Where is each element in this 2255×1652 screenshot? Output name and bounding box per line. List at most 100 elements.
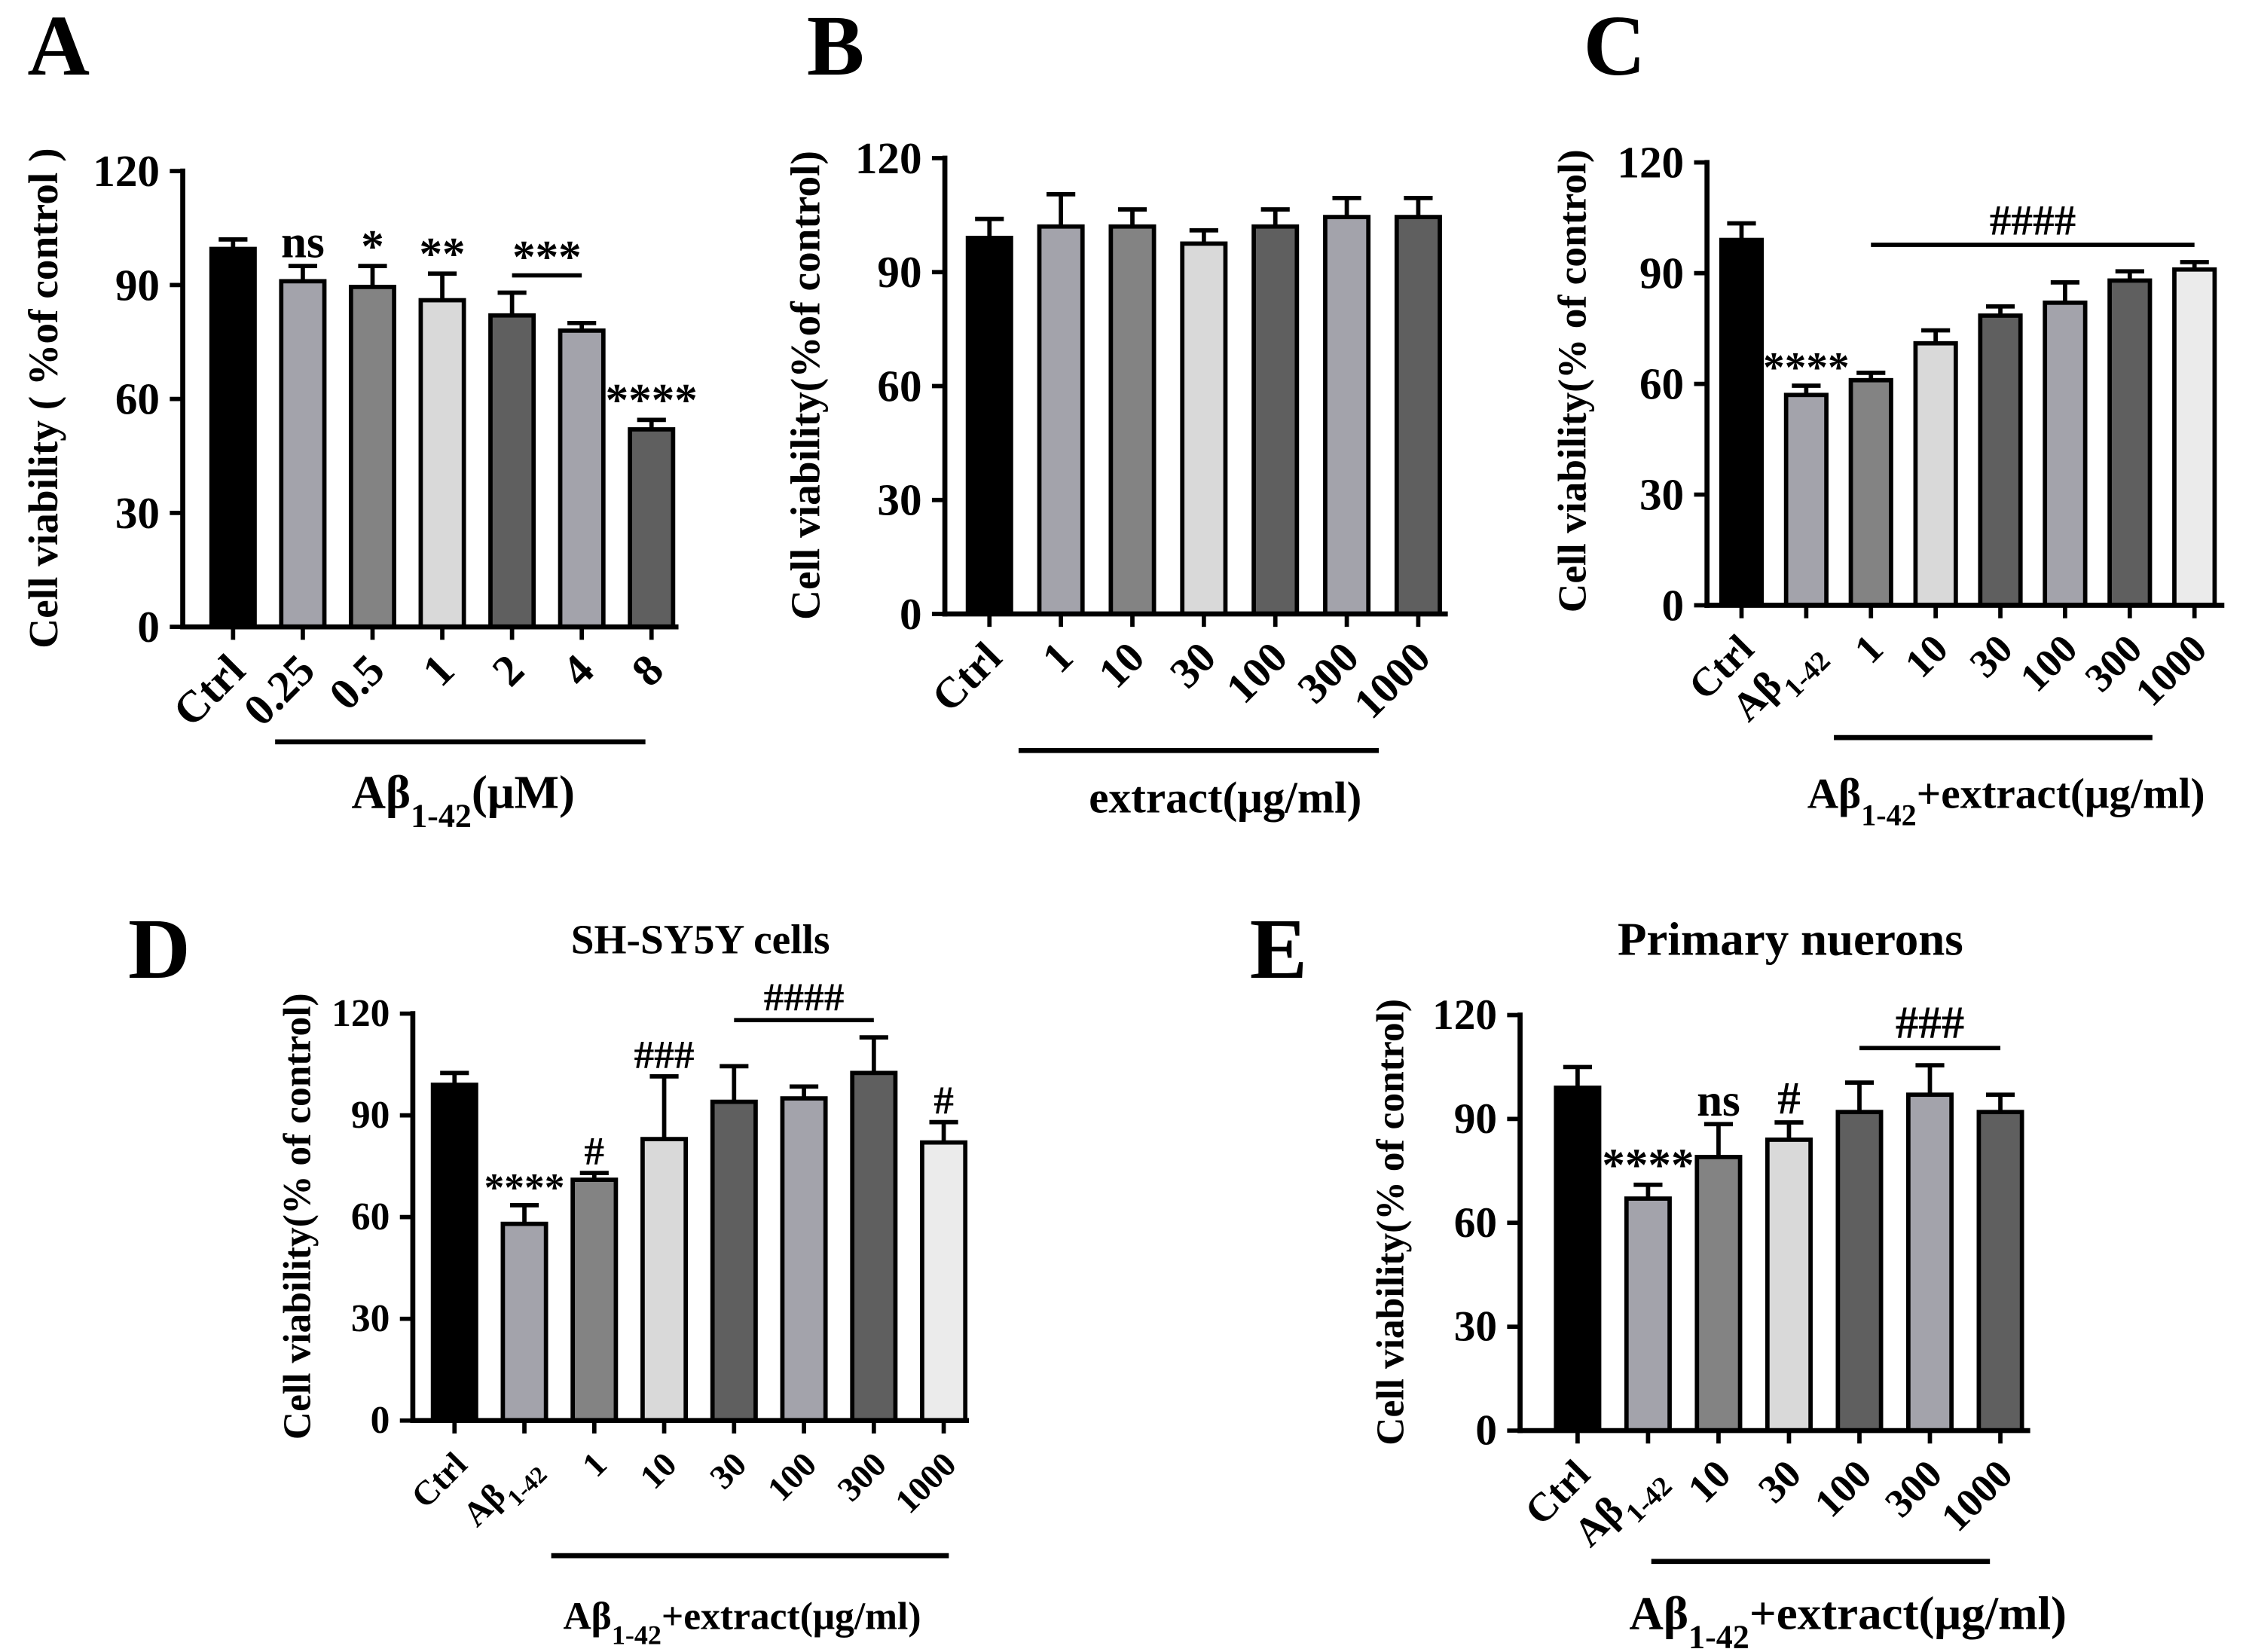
bar-300: [850, 1070, 898, 1423]
y-tick-label: 0: [137, 602, 160, 652]
bar-1: [1848, 377, 1893, 608]
y-tick-label: 120: [1617, 138, 1684, 188]
y-tick-label: 120: [332, 992, 390, 1035]
y-axis-label: Cell viability(% of control): [277, 993, 319, 1440]
y-tick-label: 30: [351, 1297, 390, 1340]
bar-0-5: [348, 285, 396, 630]
significance-label: ns: [281, 218, 325, 268]
y-axis-label: Cell viability(% of control): [1369, 999, 1412, 1446]
bar-30: [1978, 313, 2023, 608]
bar-30: [1765, 1137, 1813, 1433]
y-tick-label: 90: [1639, 249, 1684, 298]
x-tick-label: 100: [760, 1445, 824, 1509]
bar-1: [1037, 224, 1085, 616]
y-tick-label: 30: [877, 475, 921, 525]
y-tick-label: 0: [371, 1399, 390, 1442]
x-tick-label: 1000: [888, 1445, 964, 1521]
significance-label: ****: [1602, 1141, 1694, 1191]
significance-label: #: [584, 1128, 604, 1174]
y-tick-label: 60: [1639, 359, 1684, 409]
panel-letter: E: [1250, 901, 1307, 997]
bar-ctrl: [430, 1083, 478, 1423]
y-tick-label: 60: [877, 361, 921, 411]
y-tick-label: 0: [1475, 1407, 1497, 1455]
x-tick-label: 100: [2011, 626, 2085, 701]
x-tick-label: 100: [1218, 634, 1297, 713]
bar-100: [2043, 300, 2088, 608]
bar-abeta: [500, 1221, 548, 1423]
y-tick-label: 0: [900, 589, 922, 639]
x-tick-label: 4: [552, 645, 603, 696]
chart-title: Primary nuerons: [1618, 912, 1963, 965]
x-tick-label: 30: [1749, 1451, 1810, 1511]
x-tick-label: 2: [482, 645, 533, 696]
panel-letter: A: [27, 0, 90, 93]
bar-series: [1554, 1063, 2024, 1433]
bar-1: [570, 1177, 619, 1423]
x-tick-label: 30: [702, 1445, 753, 1496]
chart-title: SH-SY5Y cells: [571, 916, 830, 962]
x-tick-label: 1: [1034, 634, 1083, 682]
bar-1000: [1976, 1110, 2024, 1433]
y-tick-label: 90: [115, 260, 160, 310]
y-tick-label: 30: [115, 488, 160, 538]
x-tick-label: Aβ1-42: [455, 1445, 552, 1542]
y-tick-label: 120: [1432, 991, 1497, 1039]
bar-series: [430, 1035, 968, 1423]
y-tick-label: 30: [1639, 470, 1684, 520]
panel-letter: B: [807, 0, 864, 93]
x-tick-label: 1000: [2126, 626, 2215, 715]
y-tick-label: 90: [877, 247, 921, 297]
bar-300: [1323, 215, 1371, 616]
x-tick-label: 10: [1679, 1451, 1739, 1511]
x-tick-label: 0.25: [234, 645, 324, 735]
panel-e: E Primary nuerons Cell viability(% of cont…: [1250, 901, 2067, 1652]
y-axis-label: Cell viability ( %of control ): [20, 148, 66, 648]
x-axis-label: extract(μg/ml): [1089, 772, 1361, 822]
bar-30: [710, 1099, 758, 1423]
significance-label: #: [933, 1077, 954, 1122]
x-axis-label: Aβ1-42+extract(μg/ml): [1629, 1586, 2067, 1652]
bar-2: [488, 313, 536, 630]
x-axis-label: Aβ1-42+extract(μg/ml): [1807, 771, 2205, 832]
significance-label: #: [1777, 1074, 1801, 1125]
y-tick-label: 60: [351, 1195, 390, 1238]
bar-4: [558, 328, 606, 630]
y-tick-label: 120: [93, 146, 160, 196]
x-tick-label: 8: [622, 645, 673, 696]
bar-series: [209, 237, 676, 630]
significance-label: ####: [1990, 197, 2076, 245]
bar-1: [418, 298, 466, 630]
x-tick-label: 10: [1089, 634, 1153, 698]
bar-series: [1719, 221, 2217, 608]
panel-letter: D: [128, 901, 191, 997]
bar-10: [640, 1137, 689, 1423]
bar-ctrl: [1554, 1086, 1602, 1433]
x-tick-label: 10: [1896, 626, 1957, 686]
x-tick-label: 1: [575, 1445, 614, 1484]
bar-10: [1913, 340, 1958, 608]
y-tick-label: 0: [1662, 581, 1685, 631]
bar-100: [1835, 1110, 1884, 1433]
bar-0-25: [279, 279, 327, 630]
significance-label: ****: [484, 1165, 565, 1210]
panel-d: D SH-SY5Y cells Cell viability(% of contro…: [128, 901, 970, 1650]
x-tick-label: 100: [1805, 1451, 1880, 1525]
bar-10: [1108, 224, 1157, 616]
x-tick-label: 300: [830, 1445, 894, 1509]
x-axis-label: Aβ1-42(μM): [351, 766, 575, 835]
x-tick-label: 30: [1161, 634, 1225, 698]
bar-100: [1251, 224, 1300, 616]
x-tick-label: 0.5: [319, 645, 394, 719]
bar-300: [2107, 278, 2153, 608]
bar-abeta: [1624, 1196, 1672, 1433]
x-tick-label: 1: [1846, 626, 1892, 672]
bar-300: [1906, 1092, 1954, 1433]
bar-ctrl: [965, 235, 1013, 616]
x-tick-label: 1: [413, 645, 464, 696]
bar-ctrl: [1719, 237, 1765, 608]
